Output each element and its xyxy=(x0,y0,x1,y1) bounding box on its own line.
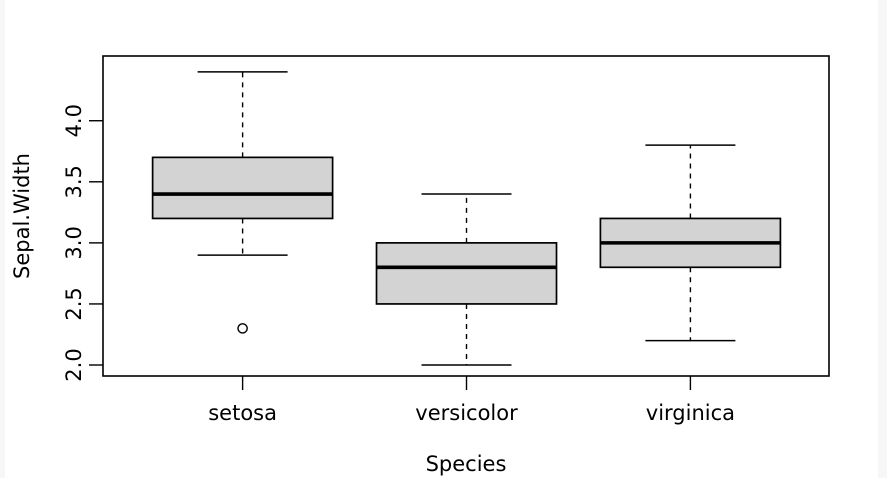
y-axis-tick-label: 2.0 xyxy=(62,348,86,381)
y-axis-tick-label: 2.5 xyxy=(62,287,86,320)
x-axis-label-virginica: virginica xyxy=(646,401,735,425)
y-axis-tick-label: 3.5 xyxy=(62,165,86,198)
x-axis-title: Species xyxy=(426,452,507,476)
outlier-point xyxy=(237,323,248,334)
iqr-box xyxy=(151,156,334,220)
y-axis-title: Sepal.Width xyxy=(10,153,34,279)
boxplot-group-setosa xyxy=(151,71,334,334)
y-axis-tick-label: 4.0 xyxy=(62,104,86,137)
plot-frame xyxy=(102,55,830,377)
y-axis: 2.0 2.5 3.0 3.5 4.0 xyxy=(62,104,103,382)
boxplot-group-versicolor xyxy=(375,193,558,366)
x-axis-label-versicolor: versicolor xyxy=(415,401,518,425)
x-axis-label-setosa: setosa xyxy=(208,401,277,425)
iqr-box xyxy=(375,242,558,305)
y-axis-tick-label: 3.0 xyxy=(62,226,86,259)
boxplot-group-virginica xyxy=(599,144,782,342)
x-axis: setosa versicolor virginica xyxy=(208,376,735,425)
